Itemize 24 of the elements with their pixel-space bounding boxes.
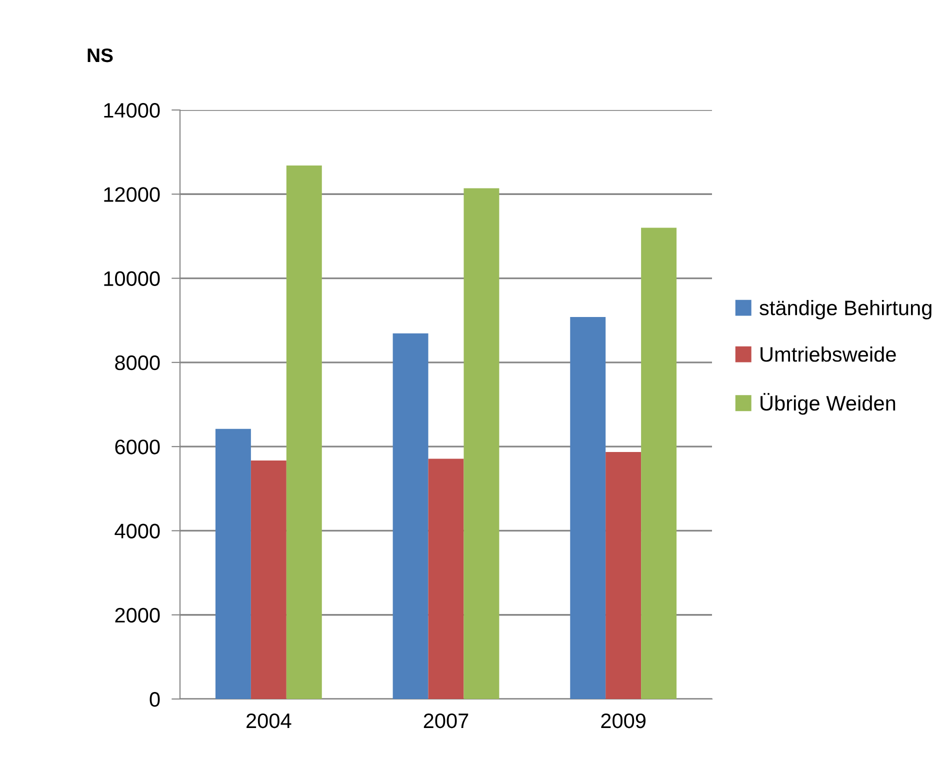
bar — [215, 428, 251, 699]
y-tick-label: 12000 — [104, 187, 160, 202]
legend-label: Umtriebsweide — [760, 346, 896, 362]
bar — [286, 166, 322, 699]
bar — [641, 228, 677, 699]
bar — [250, 460, 286, 699]
bar — [392, 333, 428, 699]
bar — [428, 458, 464, 699]
y-tick-label: 8000 — [115, 355, 160, 370]
y-axis-title: NS — [88, 48, 113, 62]
y-tick-label: 6000 — [115, 440, 160, 454]
x-tick-label: 2007 — [424, 713, 468, 728]
bar — [570, 316, 606, 699]
legend-label: ständige Behirtung — [760, 300, 932, 320]
y-tick-label: 2000 — [115, 608, 160, 623]
bar — [464, 188, 500, 699]
y-tick-label: 0 — [150, 692, 160, 707]
x-tick-label: 2009 — [601, 713, 646, 728]
x-tick-label: 2004 — [246, 713, 292, 728]
y-tick-label: 10000 — [104, 271, 160, 286]
y-tick-label: 4000 — [114, 524, 160, 538]
bar — [606, 452, 642, 699]
legend-label: Übrige Weiden — [760, 393, 896, 415]
y-tick-label: 14000 — [104, 103, 160, 118]
